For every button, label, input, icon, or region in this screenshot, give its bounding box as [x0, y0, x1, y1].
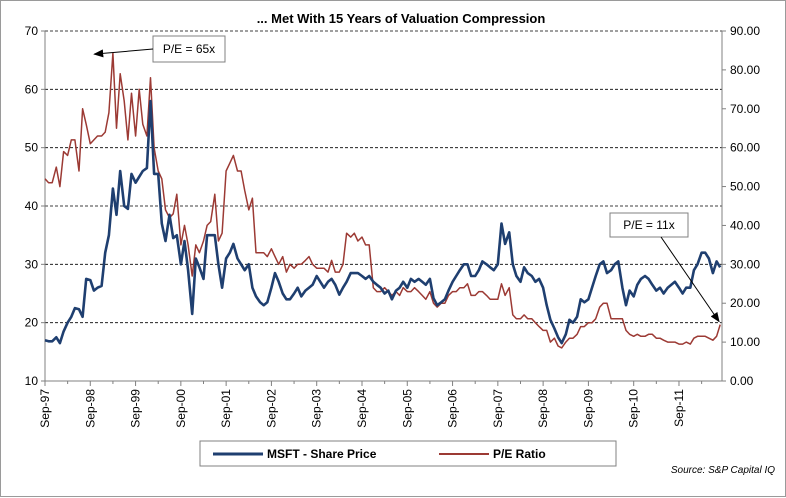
right-tick-label: 80.00: [730, 63, 760, 77]
annotation-box: [609, 212, 689, 238]
right-tick-label: 60.00: [730, 141, 760, 155]
pe-ratio-line: [44, 52, 721, 349]
x-tick-label: Sep-97: [38, 389, 52, 428]
source-note: Source: S&P Capital IQ: [671, 465, 775, 476]
left-tick-label: 20: [25, 316, 39, 330]
left-tick-label: 30: [25, 257, 39, 271]
gridlines: [45, 30, 722, 324]
right-tick-label: 0.00: [730, 374, 754, 388]
left-tick-label: 50: [25, 141, 39, 155]
right-tick-label: 50.00: [730, 180, 760, 194]
x-tick-label: Sep-99: [129, 389, 143, 428]
annotations: P/E = 65x P/E = 11x: [93, 35, 720, 323]
x-tick-label: Sep-05: [400, 389, 414, 428]
x-tick-label: Sep-08: [536, 389, 550, 428]
x-tick-label: Sep-98: [83, 389, 97, 428]
right-tick-label: 90.00: [730, 24, 760, 38]
legend-box: [199, 440, 617, 467]
x-tick-label: Sep-07: [491, 389, 505, 428]
right-tick-label: 70.00: [730, 102, 760, 116]
x-tick-label: Sep-03: [310, 389, 324, 428]
x-tick-label: Sep-10: [627, 389, 641, 428]
x-tick-label: Sep-11: [672, 389, 686, 427]
left-tick-label: 60: [25, 82, 39, 96]
legend-label-pe-ratio: P/E Ratio: [493, 447, 546, 461]
annotation-label: P/E = 65x: [163, 42, 215, 56]
x-tick-label: Sep-09: [581, 389, 595, 428]
x-tick-label: Sep-02: [264, 389, 278, 428]
right-tick-label: 40.00: [730, 218, 760, 232]
annotation-label: P/E = 11x: [623, 218, 674, 232]
right-tick-label: 30.00: [730, 257, 760, 271]
share-price-line: [44, 99, 722, 345]
left-tick-label: 10: [25, 374, 39, 388]
legend-label-share-price: MSFT - Share Price: [267, 447, 377, 461]
annotation-arrow: [660, 236, 720, 323]
left-tick-label: 70: [25, 24, 39, 38]
x-tick-label: Sep-00: [174, 389, 188, 428]
x-tick-label: Sep-04: [355, 389, 369, 428]
series-lines: [44, 52, 722, 349]
legend: MSFT - Share Price P/E Ratio: [199, 440, 617, 467]
right-tick-label: 10.00: [730, 335, 760, 349]
left-tick-label: 40: [25, 199, 39, 213]
annotation-arrow: [93, 48, 154, 58]
right-tick-label: 20.00: [730, 296, 760, 310]
chart-title: ... Met With 15 Years of Valuation Compr…: [257, 11, 546, 26]
x-tick-label: Sep-06: [446, 389, 460, 428]
x-tick-label: Sep-01: [219, 389, 233, 428]
axes: 10 20 30 40 50 60 70 0.00 10.00 20.00 30.00 40.00 50…: [25, 24, 761, 428]
